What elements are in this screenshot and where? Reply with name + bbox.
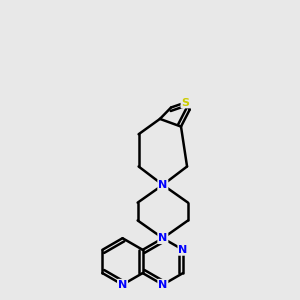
Text: N: N bbox=[158, 280, 167, 290]
Text: N: N bbox=[178, 245, 188, 255]
Text: S: S bbox=[182, 98, 189, 107]
Text: N: N bbox=[118, 280, 127, 290]
Text: N: N bbox=[158, 180, 167, 190]
Text: N: N bbox=[158, 233, 167, 243]
